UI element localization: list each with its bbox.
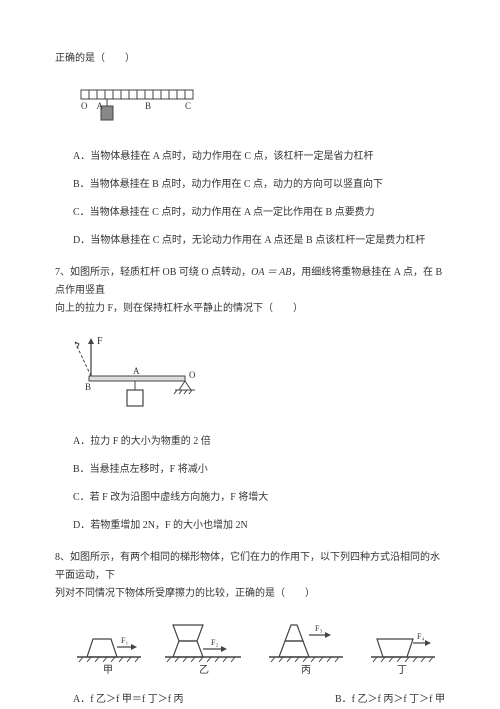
q8-F1: F₁ [121,636,128,645]
q8-stem-1: 8、如图所示，有两个相同的梯形物体，它们在力的作用下，以下列四种方式沿相同的水平… [55,549,445,585]
q7-stem: 7、如图所示，轻质杠杆 OB 可绕 O 点转动，OA ＝ AB，用细线将重物悬挂… [55,264,445,318]
q8-F4: F₄ [417,632,424,641]
q8-ansA: A．f 乙＞f 甲＝f 丁＞f 丙 [73,691,184,709]
q6-label-C: C [185,101,191,111]
q7-stem-1: 7、如图所示，轻质杠杆 OB 可绕 O 点转动， [55,267,251,278]
q8-stem: 8、如图所示，有两个相同的梯形物体，它们在力的作用下，以下列四种方式沿相同的水平… [55,549,445,603]
q7-stem-mid: OA ＝ AB [251,267,291,278]
q7-figure: F B A O [73,332,445,419]
q7-stem-3: 向上的拉力 F，则在保持杠杆水平静止的情况下（ ） [55,300,445,318]
q8-ansB: B．f 乙＞f 丙＞f 丁＞f 甲 [335,691,445,709]
q7-optC: C．若 F 改为沿图中虚线方向施力，F 将增大 [73,489,445,507]
q8-F2: F₂ [211,638,218,647]
q8-stem-2: 列对不同情况下物体所受摩擦力的比较，正确的是（ ） [55,585,445,603]
q8-lab-bing: 丙 [301,665,311,676]
q6-optD: D．当物体悬挂在 C 点时，无论动力作用在 A 点还是 B 点该杠杆一定是费力杠… [73,232,445,250]
q7-optA: A．拉力 F 的大小为物重的 2 倍 [73,433,445,451]
q8-answers: A．f 乙＞f 甲＝f 丁＞f 丙 B．f 乙＞f 丙＞f 丁＞f 甲 [73,691,445,709]
q6-stem: 正确的是（ ） [55,50,445,68]
q8-lab-jia: 甲 [103,665,113,676]
q7-optD: D．若物重增加 2N，F 的大小也增加 2N [73,517,445,535]
q7-optB: B．当悬挂点左移时，F 将减小 [73,461,445,479]
q6-optC: C．当物体悬挂在 C 点时，动力作用在 A 点一定比作用在 B 点要费力 [73,204,445,222]
q6-figure: O A B C [73,82,445,134]
q8-lab-yi: 乙 [199,664,209,676]
q7-label-F: F [97,336,103,347]
q6-optB: B．当物体悬挂在 B 点时，动力作用在 C 点，动力的方向可以竖直向下 [73,176,445,194]
q6-label-O: O [81,101,88,111]
q6-label-B: B [145,101,151,111]
q7-label-A: A [133,366,140,376]
q6-label-A: A [97,101,104,111]
q8-F3: F₃ [315,624,322,633]
q8-lab-ding: 丁 [397,665,407,676]
q7-label-B: B [85,382,91,392]
q6-optA: A．当物体悬挂在 A 点时，动力作用在 C 点，该杠杆一定是省力杠杆 [73,148,445,166]
q7-label-O: O [189,370,196,380]
q8-figure: F₁ 甲 F₂ 乙 F₃ 丙 [73,617,445,677]
